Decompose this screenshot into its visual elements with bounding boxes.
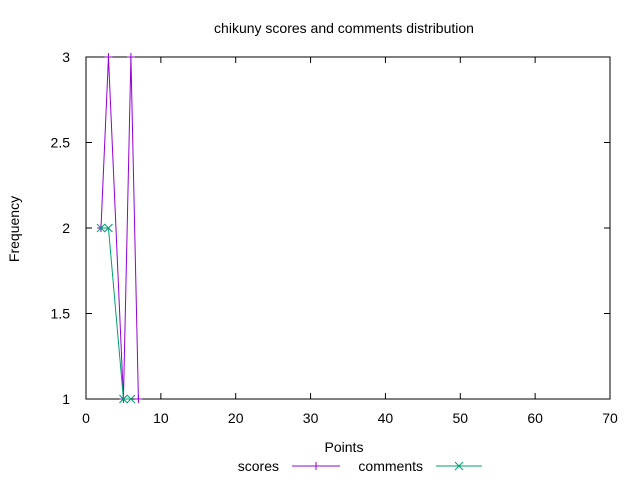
x-tick-label: 50 — [452, 410, 468, 426]
data-point-comments — [119, 394, 128, 404]
marker-stroke — [96, 223, 106, 233]
x-ticks: 0 10 20 30 40 50 60 70 — [82, 57, 618, 426]
x-axis-label: Points — [325, 439, 364, 455]
x-tick-label: 30 — [303, 410, 319, 426]
y-tick-label: 2 — [62, 220, 70, 236]
x-tick-label: 0 — [82, 410, 90, 426]
data-point-scores — [126, 53, 135, 61]
y-tick-label: 1.5 — [51, 306, 71, 322]
legend-marker-comments — [454, 461, 464, 471]
marker-stroke — [454, 461, 464, 471]
series-layer — [96, 53, 143, 404]
x-tick-label: 20 — [228, 410, 244, 426]
x-tick-label: 60 — [527, 410, 543, 426]
y-tick-label: 3 — [62, 49, 70, 65]
data-point-scores — [134, 395, 143, 403]
x-tick-label: 70 — [602, 410, 618, 426]
chart-title: chikuny scores and comments distribution — [214, 20, 474, 36]
legend-label-comments: comments — [358, 458, 423, 474]
y-tick-label: 2.5 — [51, 135, 71, 151]
data-point-comments — [104, 223, 113, 233]
series-line-comments — [100, 227, 131, 400]
data-point-comments — [96, 223, 106, 233]
legend: scores comments — [238, 458, 482, 474]
marker-stroke — [119, 394, 128, 404]
legend-label-scores: scores — [238, 458, 279, 474]
x-tick-label: 40 — [378, 410, 394, 426]
marker-stroke — [104, 223, 113, 233]
legend-marker-scores — [312, 462, 320, 470]
marker-stroke — [126, 394, 136, 404]
data-point-scores — [104, 53, 113, 61]
y-axis-label: Frequency — [6, 196, 22, 262]
plot-frame — [85, 56, 611, 400]
y-tick-label: 1 — [62, 391, 70, 407]
y-ticks: 1 1.5 2 2.5 3 — [51, 49, 610, 407]
x-tick-label: 10 — [153, 410, 169, 426]
data-point-comments — [126, 394, 136, 404]
